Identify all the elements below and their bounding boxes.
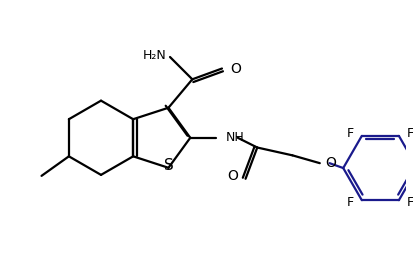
Text: H₂N: H₂N [142, 49, 166, 61]
Text: F: F [346, 127, 353, 141]
Text: F: F [406, 127, 413, 141]
Text: NH: NH [225, 131, 244, 144]
Text: F: F [346, 196, 353, 209]
Text: O: O [229, 61, 240, 76]
Text: O: O [325, 156, 336, 170]
Text: S: S [163, 158, 173, 173]
Text: F: F [406, 196, 413, 209]
Text: O: O [226, 169, 237, 183]
